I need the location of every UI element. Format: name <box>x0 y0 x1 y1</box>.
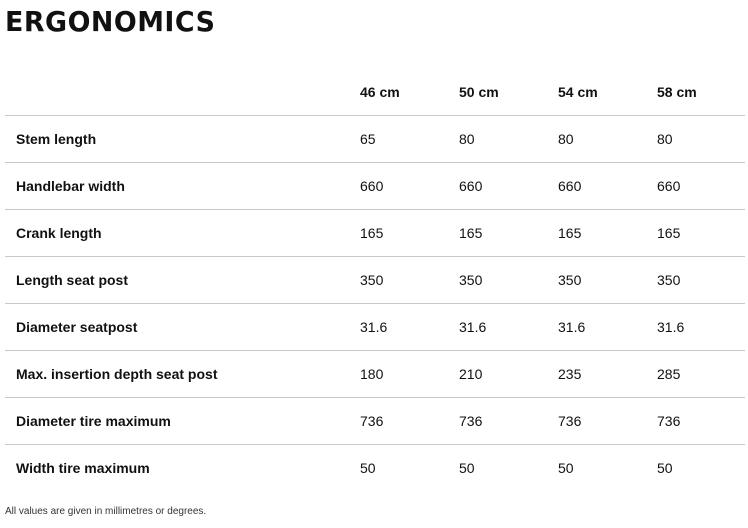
table-row: Diameter seatpost 31.6 31.6 31.6 31.6 <box>5 303 745 351</box>
table-cell: 31.6 <box>558 303 657 351</box>
table-cell: 235 <box>558 350 657 398</box>
table-cell: 660 <box>657 162 745 210</box>
table-cell: 285 <box>657 350 745 398</box>
table-row: Stem length 65 80 80 80 <box>5 115 745 163</box>
table-cell: 350 <box>558 256 657 304</box>
size-column-header: 50 cm <box>459 68 558 116</box>
table-cell: 165 <box>558 209 657 257</box>
table-cell: 210 <box>459 350 558 398</box>
table-cell: 65 <box>360 115 459 163</box>
row-label: Stem length <box>5 115 360 163</box>
table-cell: 50 <box>459 460 475 476</box>
table-cell: 350 <box>459 256 558 304</box>
table-corner-header <box>5 68 360 116</box>
table-cell: 165 <box>459 209 558 257</box>
table-cell: 31.6 <box>360 303 459 351</box>
size-column-header: 58 cm <box>657 68 745 116</box>
table-row: Handlebar width 660 660 660 660 <box>5 162 745 210</box>
row-label: Handlebar width <box>5 162 360 210</box>
table-cell: 660 <box>558 162 657 210</box>
table-row: Width tire maximum 50 50 50 50 <box>5 445 745 492</box>
footnote: All values are given in millimetres or d… <box>5 506 207 517</box>
table-cell: 165 <box>360 209 459 257</box>
size-column-header: 46 cm <box>360 68 459 116</box>
table-cell: 80 <box>558 115 657 163</box>
table-header-row: 46 cm 50 cm 54 cm 58 cm <box>5 68 745 116</box>
table-row: Length seat post 350 350 350 350 <box>5 256 745 304</box>
ergonomics-table: 46 cm 50 cm 54 cm 58 cm Stem length 65 8… <box>5 68 745 491</box>
table-cell: 50 <box>657 460 673 476</box>
table-cell: 660 <box>459 162 558 210</box>
table-cell: 736 <box>360 397 459 445</box>
table-cell: 50 <box>360 460 376 476</box>
row-label: Max. insertion depth seat post <box>5 350 360 398</box>
row-label: Width tire maximum <box>16 460 150 476</box>
table-cell: 180 <box>360 350 459 398</box>
table-cell: 350 <box>657 256 745 304</box>
table-cell: 50 <box>558 460 574 476</box>
table-cell: 736 <box>657 397 745 445</box>
table-cell: 350 <box>360 256 459 304</box>
table-cell: 80 <box>657 115 745 163</box>
table-cell: 660 <box>360 162 459 210</box>
table-cell: 31.6 <box>459 303 558 351</box>
row-label: Length seat post <box>5 256 360 304</box>
row-label: Crank length <box>5 209 360 257</box>
table-row: Crank length 165 165 165 165 <box>5 209 745 257</box>
table-cell: 736 <box>459 397 558 445</box>
table-cell: 165 <box>657 209 745 257</box>
size-column-header: 54 cm <box>558 68 657 116</box>
table-row: Max. insertion depth seat post 180 210 2… <box>5 350 745 398</box>
table-cell: 736 <box>558 397 657 445</box>
table-cell: 31.6 <box>657 303 745 351</box>
page-title: ERGONOMICS <box>5 5 216 38</box>
row-label: Diameter tire maximum <box>5 397 360 445</box>
table-cell: 80 <box>459 115 558 163</box>
row-label: Diameter seatpost <box>5 303 360 351</box>
table-row: Diameter tire maximum 736 736 736 736 <box>5 397 745 445</box>
